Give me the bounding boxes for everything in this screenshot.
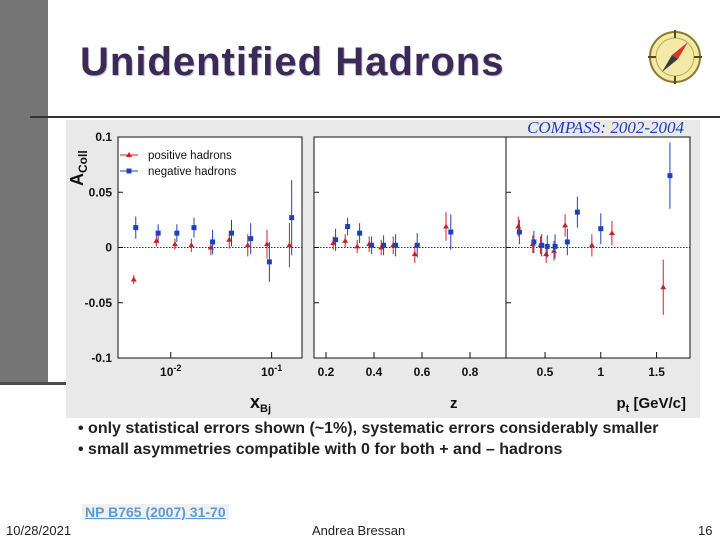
x-axis-label: xBj — [250, 392, 271, 415]
y-tick-label: -0.1 — [91, 351, 112, 365]
data-point-positive — [342, 237, 349, 243]
footer-date: 10/28/2021 — [6, 523, 72, 538]
data-point-positive — [226, 236, 233, 242]
data-point-negative — [210, 239, 216, 245]
data-point-negative — [345, 224, 351, 230]
data-point-positive — [188, 242, 195, 248]
data-point-negative — [289, 215, 295, 221]
data-point-positive — [286, 242, 293, 248]
legend-label-positive: positive hadrons — [148, 150, 232, 162]
data-point-negative — [516, 229, 522, 235]
data-point-positive — [411, 251, 418, 257]
data-point-negative — [228, 230, 234, 236]
legend: positive hadrons negative hadrons — [120, 150, 236, 178]
slide-title: Unidentified Hadrons — [80, 40, 505, 84]
footer-author: Andrea Bressan — [312, 523, 406, 538]
data-point-negative — [133, 225, 139, 231]
x-tick-label: 0.8 — [462, 365, 479, 379]
data-point-negative — [552, 243, 558, 249]
data-point-positive — [171, 241, 178, 247]
y-axis-label: AColl — [67, 150, 90, 186]
data-point-negative — [393, 242, 399, 248]
x-tick-label: 0.5 — [537, 365, 554, 379]
data-point-negative — [598, 226, 604, 232]
data-point-negative — [191, 225, 197, 231]
x-axis-label: z — [450, 395, 458, 412]
data-point-positive — [330, 240, 337, 246]
y-tick-label: -0.05 — [85, 296, 113, 310]
data-point-negative — [266, 259, 272, 265]
y-tick-label: 0.05 — [89, 185, 113, 199]
data-point-negative — [381, 242, 387, 248]
data-point-negative — [574, 209, 580, 215]
data-point-negative — [544, 243, 550, 249]
title-divider — [30, 116, 720, 118]
data-point-negative — [155, 230, 161, 236]
x-tick-label: 1.5 — [648, 365, 665, 379]
data-point-positive — [130, 276, 137, 282]
data-point-positive — [354, 243, 361, 249]
data-point-negative — [357, 230, 363, 236]
slide-sidebar-bar — [0, 0, 48, 385]
data-point-negative — [448, 229, 454, 235]
data-point-negative — [174, 230, 180, 236]
footer-page-number: 16 — [698, 523, 713, 538]
asymmetry-chart: COMPASS: 2002-2004 0.1 0.05 0 -0.05 -0.1 10-2… — [67, 120, 691, 415]
data-point-negative — [333, 237, 339, 243]
legend-marker-negative — [126, 168, 132, 174]
y-tick-label: 0.1 — [95, 130, 112, 144]
x-tick-label: 0.4 — [366, 365, 383, 379]
compass-needle-icon — [648, 30, 702, 84]
y-tick-label: 0 — [105, 241, 112, 255]
data-point-positive — [660, 284, 667, 290]
bullet-notes: • only statistical errors shown (~1%), s… — [78, 418, 678, 460]
chart-title: COMPASS: 2002-2004 — [527, 120, 684, 137]
data-point-negative — [414, 242, 420, 248]
data-point-negative — [667, 173, 673, 179]
left-accent-divider — [0, 382, 70, 385]
data-point-negative — [369, 242, 375, 248]
data-point-positive — [608, 230, 615, 236]
plot-area: 0.1 0.05 0 -0.05 -0.1 10-2 10-1 xBj 0.2 0.4 0.6 0.8… — [85, 130, 691, 415]
data-point-positive — [264, 241, 271, 247]
x-tick-label: 10-2 — [160, 363, 181, 379]
x-axis-label: pt [GeV/c] — [616, 395, 686, 415]
x-tick-label: 1 — [597, 365, 604, 379]
note-statistical-errors: • only statistical errors shown (~1%), s… — [78, 420, 659, 437]
legend-marker-positive — [126, 152, 132, 157]
x-tick-label: 0.2 — [318, 365, 335, 379]
data-point-negative — [531, 239, 537, 245]
data-point-negative — [564, 239, 570, 245]
data-point-positive — [588, 242, 595, 248]
data-point-positive — [443, 223, 449, 229]
data-point-positive — [244, 242, 251, 248]
data-point-negative — [539, 242, 545, 248]
x-tick-label: 0.6 — [414, 365, 431, 379]
x-tick-label: 10-1 — [261, 363, 282, 379]
note-small-asymmetries: • small asymmetries compatible with 0 fo… — [78, 441, 563, 458]
data-point-positive — [562, 222, 569, 228]
legend-label-negative: negative hadrons — [148, 166, 236, 178]
reference-link[interactable]: NP B765 (2007) 31-70 — [82, 504, 229, 520]
data-point-negative — [248, 236, 254, 242]
